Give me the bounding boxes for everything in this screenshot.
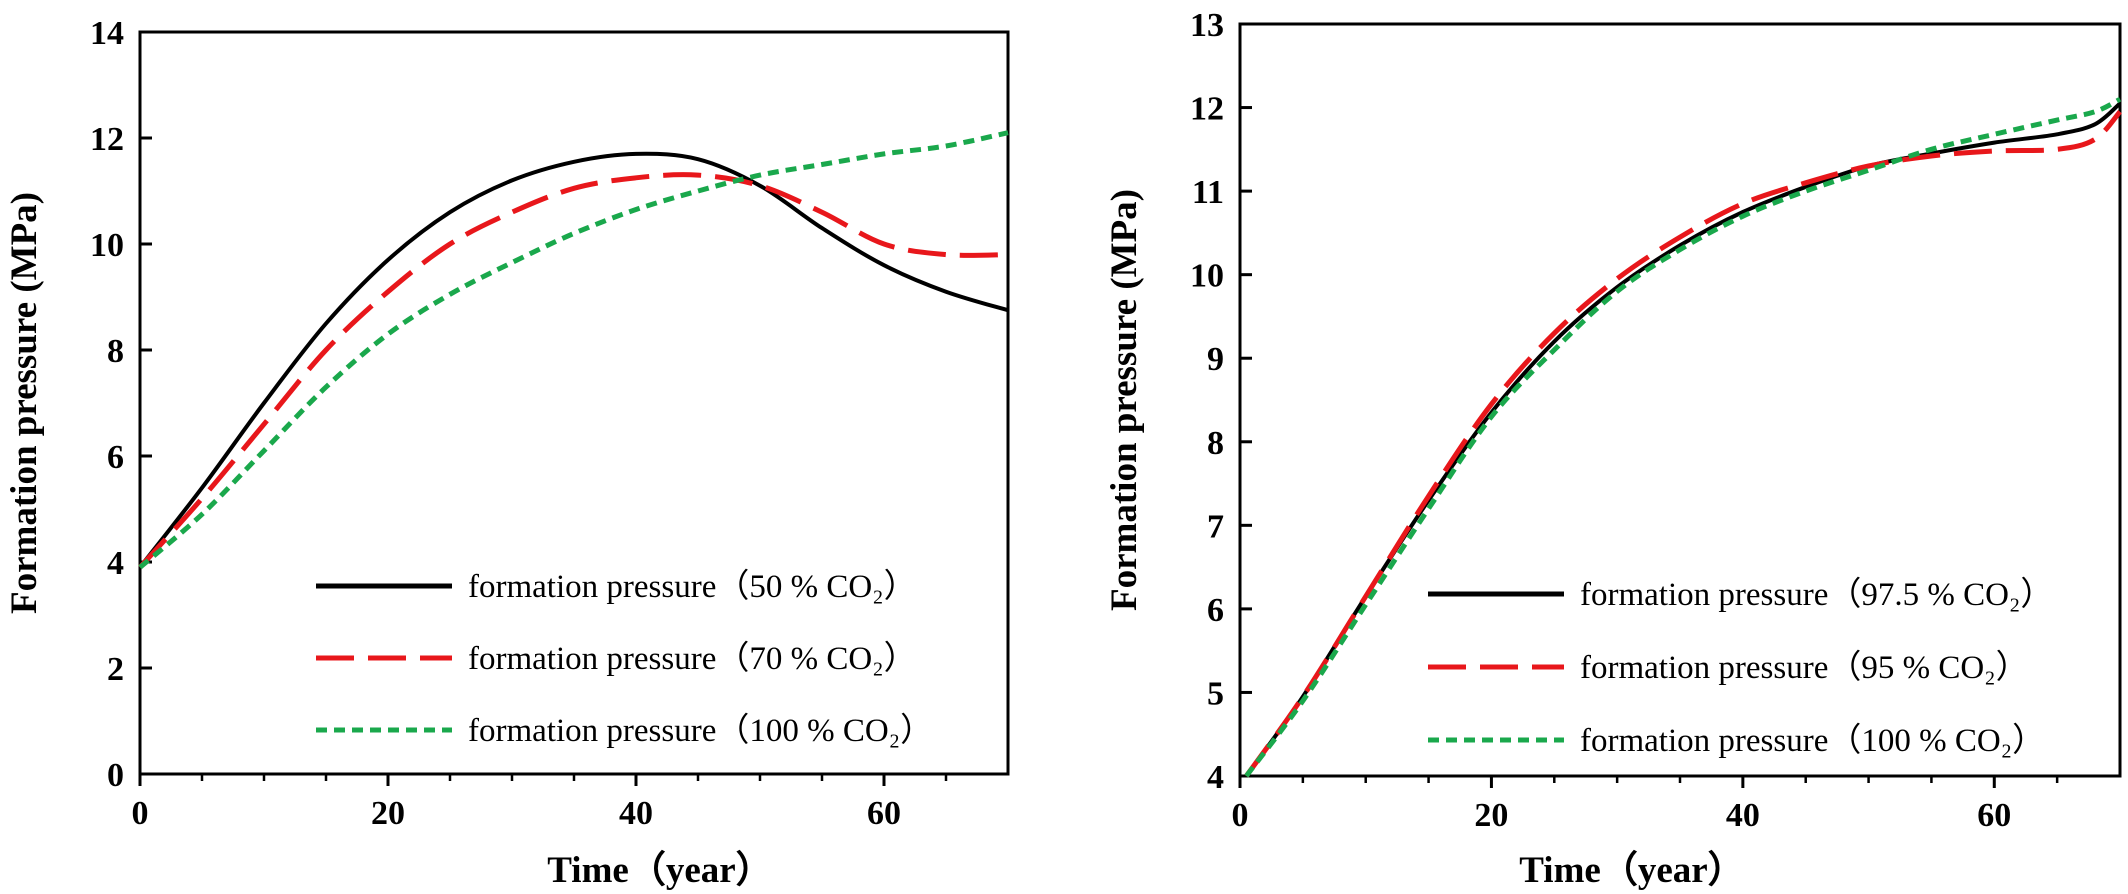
y-tick-label: 5	[1207, 675, 1224, 712]
series-line-2	[1244, 96, 2122, 778]
y-tick-label: 2	[107, 651, 124, 688]
y-tick-label: 14	[90, 15, 124, 52]
series-line-1	[138, 172, 1009, 569]
x-axis-title: Time（year）	[1519, 849, 1744, 891]
y-tick-label: 9	[1207, 341, 1224, 378]
y-tick-label: 4	[1207, 759, 1224, 796]
x-tick-label: 0	[1232, 797, 1249, 834]
legend-label: formation pressure（50 % CO₂）	[468, 569, 917, 605]
x-tick-label: 0	[132, 795, 149, 832]
series-line-1	[1244, 110, 2122, 778]
x-tick-label: 60	[867, 795, 901, 832]
y-tick-label: 6	[1207, 592, 1224, 629]
chart-panel-right: 4 5 6 7 8 9 10 11 12 13 0 20 40 60 Time（year） Formation…	[1104, 7, 2122, 891]
y-tick-label: 4	[107, 545, 124, 582]
x-tick-label: 40	[619, 795, 653, 832]
x-tick-label: 20	[371, 795, 405, 832]
y-tick-label: 13	[1190, 7, 1224, 44]
x-tick-label: 20	[1474, 797, 1508, 834]
y-tick-label: 10	[1190, 258, 1224, 295]
y-axis-title: Formation pressure (MPa)	[4, 192, 45, 614]
y-tick-label: 7	[1207, 508, 1224, 545]
series-line-2	[138, 130, 1009, 570]
y-tick-label: 0	[107, 757, 124, 794]
y-tick-label: 10	[90, 227, 124, 264]
x-tick-label: 60	[1977, 797, 2011, 834]
y-tick-label: 8	[107, 333, 124, 370]
y-tick-label: 6	[107, 439, 124, 476]
x-axis-title: Time（year）	[547, 849, 772, 891]
legend-label: formation pressure（95 % CO₂）	[1580, 650, 2029, 686]
y-tick-label: 12	[90, 121, 124, 158]
y-axis-title: Formation pressure (MPa)	[1104, 189, 1145, 611]
series-line-0	[138, 151, 1009, 569]
chart-panel-left: 0 2 4 6 8 10 12 14 0 20 40 60 Time（year） Formation pr…	[4, 15, 1010, 891]
legend-label: formation pressure（100 % CO₂）	[1580, 723, 2045, 759]
legend-label: formation pressure（100 % CO₂）	[468, 713, 933, 749]
y-tick-label: 12	[1190, 91, 1224, 128]
legend-label: formation pressure（70 % CO₂）	[468, 641, 917, 677]
y-tick-label: 11	[1192, 174, 1224, 211]
x-tick-label: 40	[1726, 797, 1760, 834]
legend-label: formation pressure（97.5 % CO₂）	[1580, 577, 2053, 613]
y-tick-label: 8	[1207, 425, 1224, 462]
